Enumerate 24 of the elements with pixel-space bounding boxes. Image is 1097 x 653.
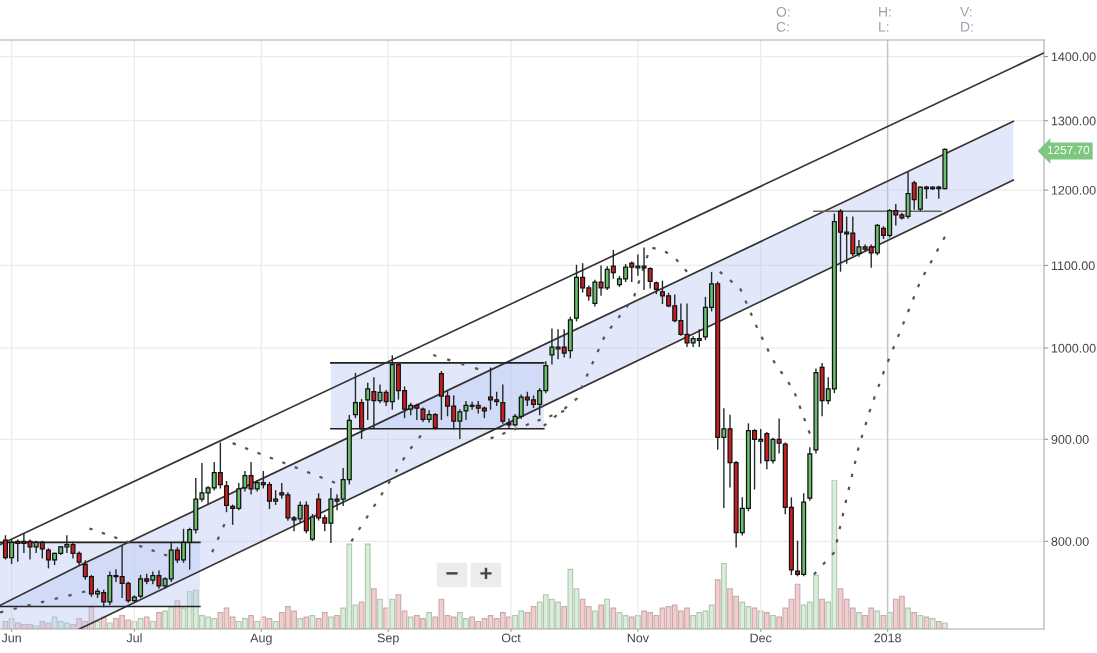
x-tick-label: Jun (1, 633, 21, 643)
x-tick-label: Aug (250, 633, 272, 645)
text: 1257.70 (1047, 145, 1090, 155)
text: D: (961, 22, 973, 32)
text: C: (776, 21, 789, 32)
x-tick-label: Sep (377, 633, 399, 645)
annotation: + (480, 567, 492, 579)
text: V: (960, 7, 972, 17)
x-tick-label: Oct (501, 633, 521, 643)
text: H: (879, 7, 891, 17)
y-tick-label: 1200.00 (1051, 185, 1096, 195)
y-tick-label: 1100.00 (1051, 261, 1095, 271)
x-tick-label: Nov (627, 633, 649, 643)
x-tick-label: Dec (750, 633, 772, 643)
x-tick-label: Jul (126, 633, 142, 643)
y-tick-label: 1300.00 (1051, 116, 1096, 126)
y-tick-label: 1400.00 (1051, 52, 1096, 62)
text: L: (879, 22, 889, 32)
text: O: (776, 6, 790, 17)
y-tick-label: 800.00 (1051, 537, 1089, 546)
y-tick-label: 900.00 (1051, 435, 1089, 444)
y-tick-label: 1000.00 (1051, 343, 1096, 353)
x-tick-label: 2018 (874, 633, 901, 643)
annotation: − (446, 572, 458, 575)
